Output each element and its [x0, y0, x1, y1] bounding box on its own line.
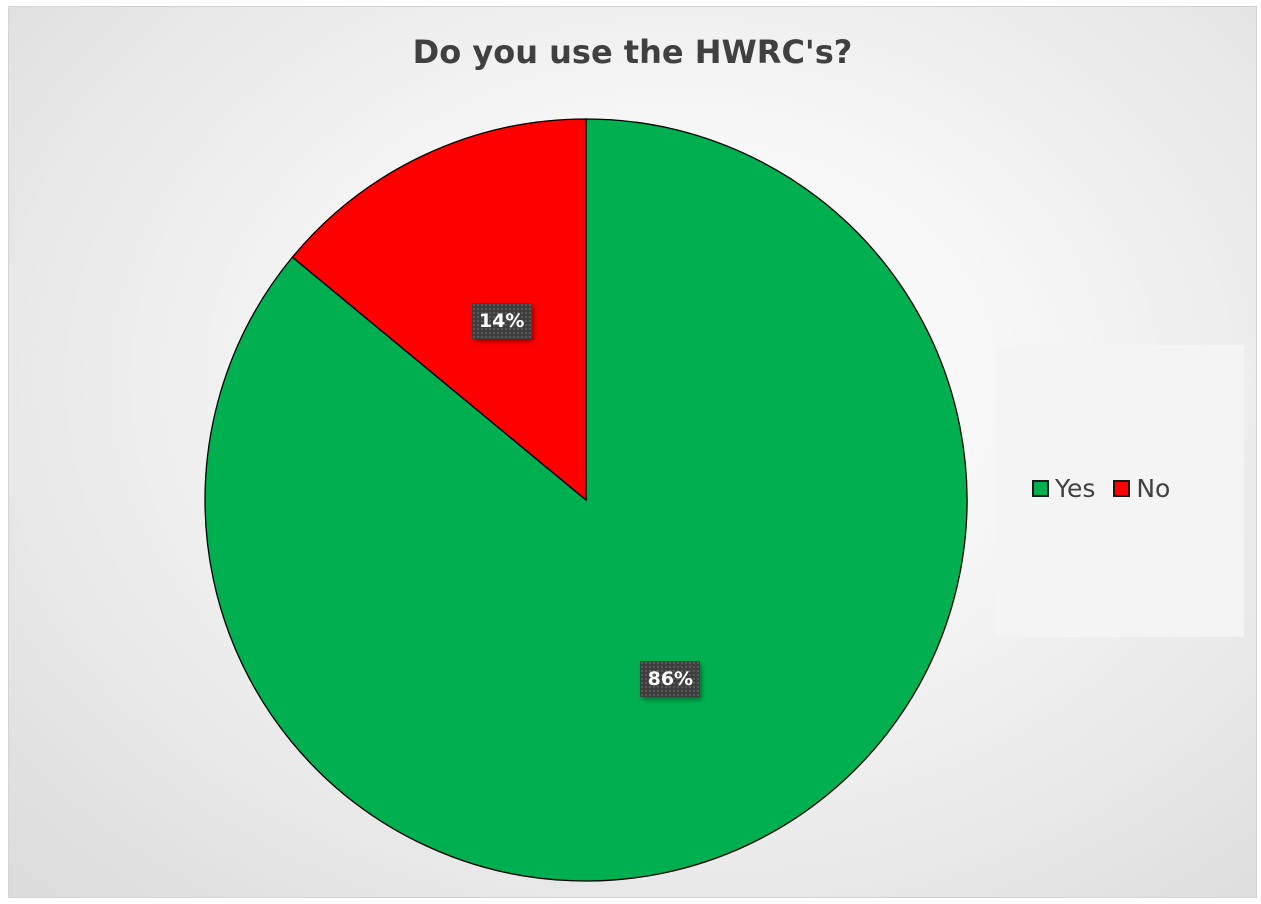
legend-item-yes: Yes — [1032, 474, 1095, 503]
legend-label-yes: Yes — [1055, 474, 1096, 503]
legend-swatch-yes — [1032, 480, 1049, 497]
legend: Yes No — [1032, 474, 1170, 503]
chart-title: Do you use the HWRC's? — [412, 33, 853, 71]
legend-item-no: No — [1113, 474, 1170, 503]
pie-chart — [204, 118, 968, 882]
data-label-no: 14% — [471, 302, 532, 339]
pie-slice-no — [291, 118, 587, 502]
chart-area: Do you use the HWRC's? Yes No 86% 14% — [8, 6, 1257, 898]
data-label-yes: 86% — [640, 661, 701, 698]
legend-swatch-no — [1113, 480, 1131, 497]
legend-label-no: No — [1136, 474, 1171, 503]
